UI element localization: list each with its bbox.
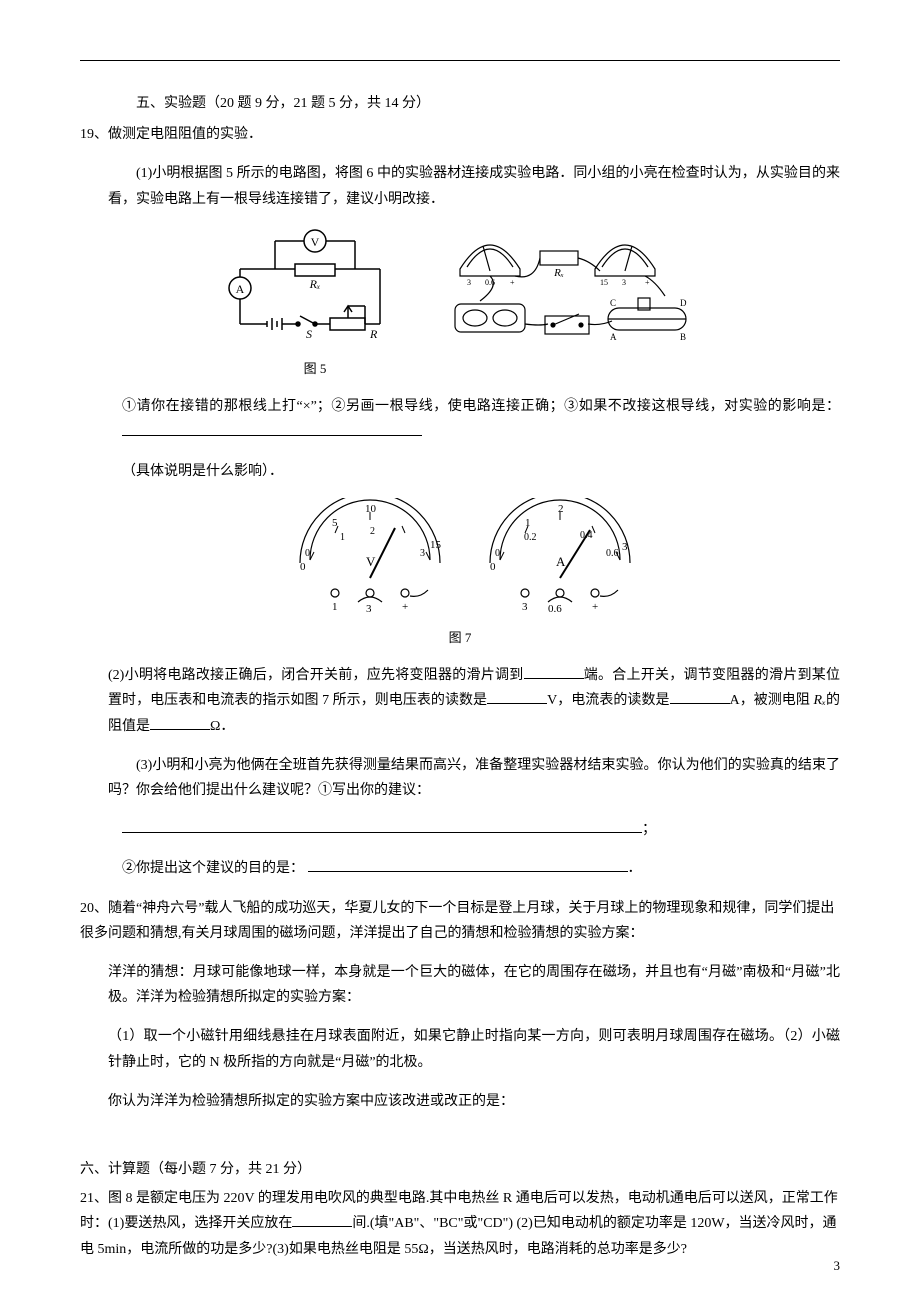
blank-purpose[interactable] [308, 871, 628, 872]
svg-text:+: + [510, 278, 515, 287]
q19-p2-c: V，电流表的读数是 [547, 693, 669, 708]
q19-p3-2-text: ②你提出这个建议的目的是： [122, 861, 304, 876]
q20-question: 你认为洋洋为检验猜想所拟定的实验方案中应该改进或改正的是： [108, 1089, 840, 1114]
blank-switch-pos[interactable] [292, 1226, 352, 1227]
svg-text:0.2: 0.2 [524, 532, 537, 543]
figure-7-label: 图 7 [80, 626, 840, 649]
svg-text:5: 5 [332, 517, 338, 529]
svg-text:0.6: 0.6 [606, 548, 619, 559]
svg-text:+: + [592, 601, 598, 613]
svg-text:3: 3 [420, 548, 425, 559]
svg-text:1: 1 [340, 532, 345, 543]
figure-7-row: 0 5 10 15 0 1 2 3 V 1 3 [80, 498, 840, 618]
apparatus-svg: 3 0.6 + 15 3 + Rₓ [440, 226, 700, 346]
svg-text:V: V [366, 554, 376, 569]
figure-6: 3 0.6 + 15 3 + Rₓ [440, 226, 700, 381]
figure-5: V Rₓ [220, 226, 410, 381]
svg-text:1: 1 [525, 517, 531, 529]
q19-stem: 19、做测定电阻阻值的实验． [80, 122, 840, 147]
q20-number: 20、 [80, 901, 108, 916]
blank-slider-end[interactable] [524, 678, 584, 679]
q19-p2-a: (2)小明将电路改接正确后，闭合开关前，应先将变阻器的滑片调到 [108, 668, 524, 683]
svg-text:+: + [645, 278, 650, 287]
svg-text:A: A [610, 332, 617, 342]
blank-volt[interactable] [487, 703, 547, 704]
q19-part1-text: (1)小明根据图 5 所示的电路图，将图 6 中的实验器材连接成实验电路．同小组… [108, 166, 840, 206]
q21: 21、图 8 是额定电压为 220V 的理发用电吹风的典型电路.其中电热丝 R … [80, 1186, 840, 1262]
q19-p2-d: A，被测电阻 [730, 693, 814, 708]
q19-p3-blank1: ； [122, 817, 840, 842]
q20-body1: 洋洋的猜想：月球可能像地球一样，本身就是一个巨大的磁体，在它的周围存在磁场，并且… [108, 960, 840, 1010]
svg-text:3: 3 [522, 601, 528, 613]
q19-part2: (2)小明将电路改接正确后，闭合开关前，应先将变阻器的滑片调到端。合上开关，调节… [108, 663, 840, 739]
q20-stem-text: 随着“神舟六号”载人飞船的成功巡天，华夏儿女的下一个目标是登上月球，关于月球上的… [80, 901, 834, 941]
figure-row-5-6: V Rₓ [80, 226, 840, 381]
q19-sub1: ①请你在接错的那根线上打“×”；②另画一根导线，使电路连接正确；③如果不改接这根… [122, 394, 840, 444]
top-rule [80, 60, 840, 61]
section-5-heading: 五、实验题（20 题 9 分，21 题 5 分，共 14 分） [80, 91, 840, 116]
q19-sub1-tail: （具体说明是什么影响）． [122, 459, 840, 484]
svg-text:Rₓ: Rₓ [553, 267, 564, 279]
svg-text:0: 0 [495, 548, 500, 559]
svg-text:A: A [556, 554, 566, 569]
q20-stem: 20、随着“神舟六号”载人飞船的成功巡天，华夏儿女的下一个目标是登上月球，关于月… [80, 896, 840, 946]
svg-text:15: 15 [430, 539, 442, 551]
svg-text:2: 2 [370, 526, 375, 537]
q19-p2-f: Ω． [210, 719, 234, 734]
svg-text:0: 0 [305, 548, 310, 559]
svg-text:Rₓ: Rₓ [309, 277, 321, 291]
q19-sub1-text: ①请你在接错的那根线上打“×”；②另画一根导线，使电路连接正确；③如果不改接这根… [122, 399, 840, 414]
q21-number: 21、 [80, 1191, 108, 1206]
blank-suggestion[interactable] [122, 832, 642, 833]
svg-text:B: B [680, 332, 686, 342]
blank-ohm[interactable] [150, 729, 210, 730]
section-6-heading: 六、计算题（每小题 7 分，共 21 分） [80, 1157, 840, 1182]
q20-body2: （1）取一个小磁针用细线悬挂在月球表面附近，如果它静止时指向某一方向，则可表明月… [108, 1024, 840, 1074]
meters-svg: 0 5 10 15 0 1 2 3 V 1 3 [270, 498, 650, 618]
svg-text:A: A [236, 282, 245, 296]
blank-influence[interactable] [122, 435, 422, 436]
svg-text:2: 2 [558, 503, 564, 515]
q19-part1: (1)小明根据图 5 所示的电路图，将图 6 中的实验器材连接成实验电路．同小组… [108, 161, 840, 211]
page: 五、实验题（20 题 9 分，21 题 5 分，共 14 分） 19、做测定电阻… [0, 0, 920, 1306]
svg-text:10: 10 [365, 503, 377, 515]
figure-5-label: 图 5 [220, 357, 410, 380]
page-number: 3 [834, 1254, 841, 1277]
svg-text:+: + [402, 601, 408, 613]
svg-text:C: C [610, 298, 616, 308]
svg-text:D: D [680, 298, 687, 308]
q19-p3-2: ②你提出这个建议的目的是： ． [122, 856, 840, 881]
svg-text:15: 15 [600, 278, 608, 287]
blank-amp[interactable] [670, 703, 730, 704]
rx-symbol: Rₓ [813, 693, 826, 708]
circuit-diagram-svg: V Rₓ [220, 226, 410, 346]
q19-stem-text: 做测定电阻阻值的实验． [108, 127, 262, 142]
svg-text:V: V [311, 235, 320, 249]
svg-text:1: 1 [332, 601, 338, 613]
q19-number: 19、 [80, 127, 108, 142]
svg-text:3: 3 [622, 541, 628, 553]
svg-text:0: 0 [300, 561, 306, 573]
svg-text:3: 3 [622, 278, 626, 287]
svg-text:3: 3 [366, 603, 372, 615]
svg-text:0: 0 [490, 561, 496, 573]
q19-p3-text: (3)小明和小亮为他俩在全班首先获得测量结果而高兴，准备整理实验器材结束实验。你… [108, 758, 840, 798]
svg-text:S: S [306, 327, 312, 341]
svg-text:0.6: 0.6 [548, 603, 562, 615]
svg-text:3: 3 [467, 278, 471, 287]
svg-text:R: R [369, 327, 378, 341]
q19-part3: (3)小明和小亮为他俩在全班首先获得测量结果而高兴，准备整理实验器材结束实验。你… [108, 753, 840, 803]
